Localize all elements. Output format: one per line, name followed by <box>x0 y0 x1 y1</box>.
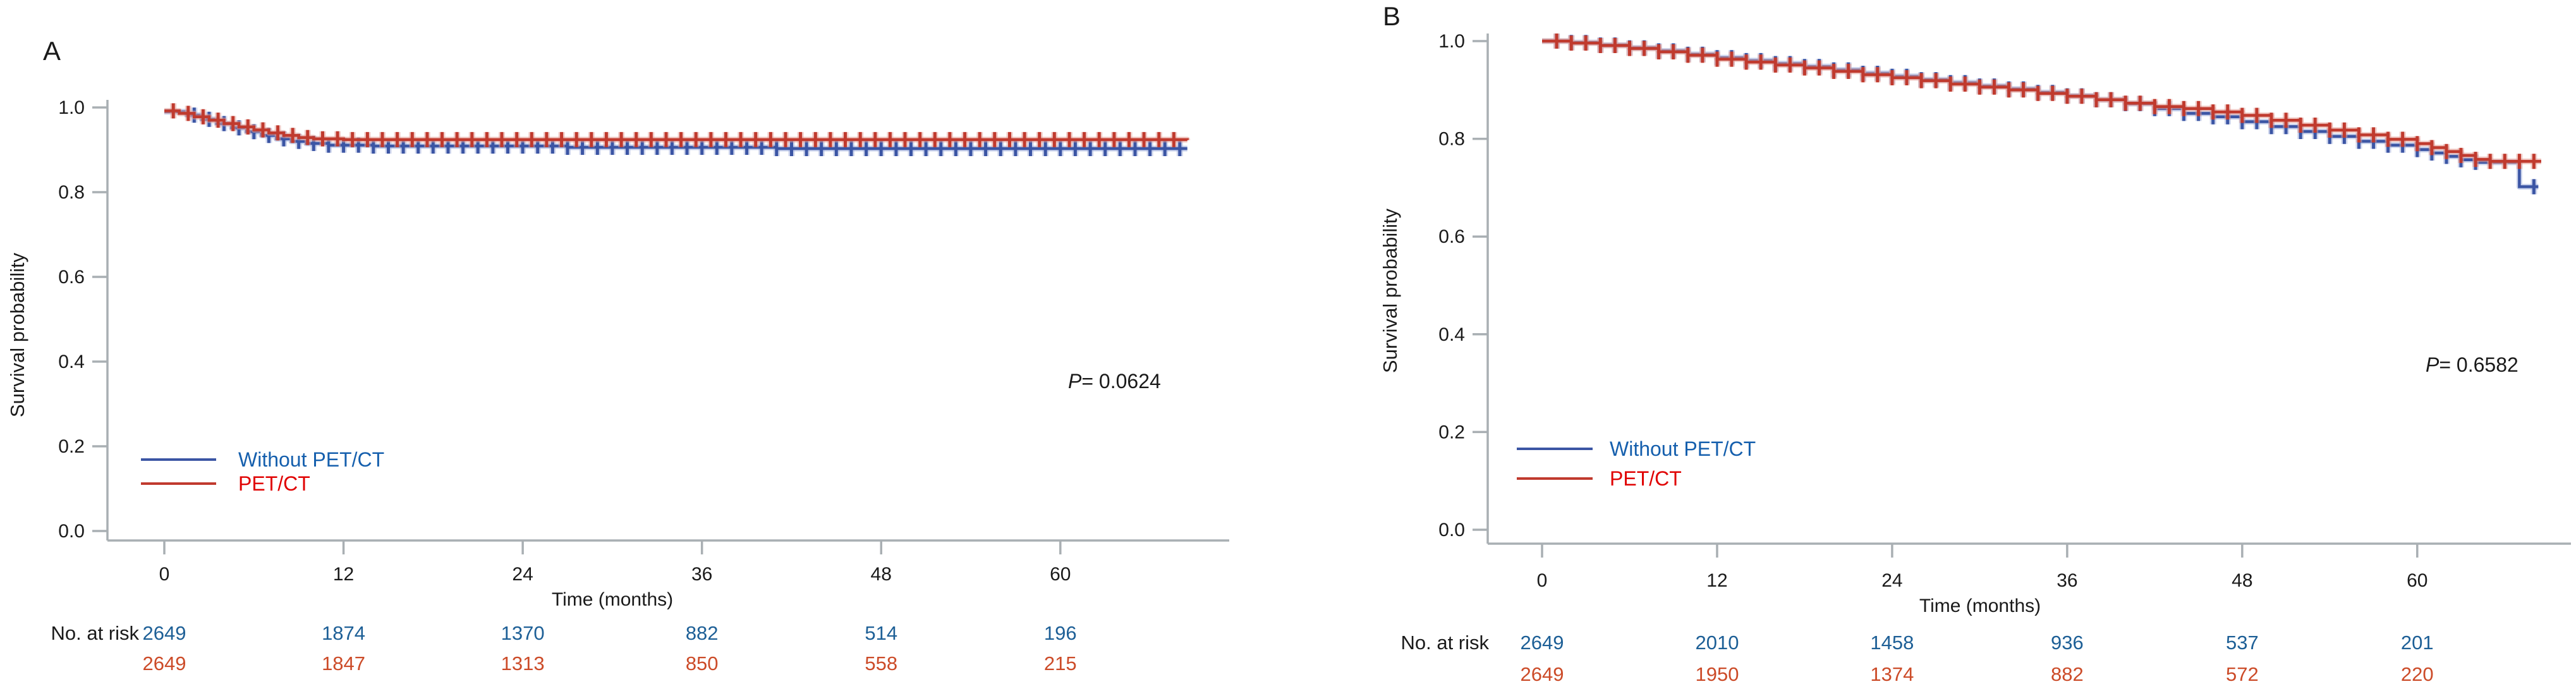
risk-count: 850 <box>686 652 719 675</box>
y-tick-label: 1.0 <box>58 97 85 118</box>
panel-label-b: B <box>1383 1 1400 31</box>
censor-marks-without-petct <box>192 107 1182 156</box>
x-tick-label: 48 <box>871 564 892 585</box>
y-tick-label: 0.0 <box>58 521 85 542</box>
censor-marks-petct <box>171 103 1176 147</box>
risk-count: 2649 <box>1521 663 1564 685</box>
risk-count: 201 <box>2401 632 2434 654</box>
risk-count: 882 <box>2051 663 2084 685</box>
x-tick-label: 36 <box>2057 570 2077 591</box>
risk-count: 2649 <box>1521 632 1564 654</box>
censor-marks-petct <box>1555 34 2536 169</box>
risk-count: 2010 <box>1695 632 1739 654</box>
risk-count: 1313 <box>501 652 545 675</box>
panel-a: A 1.0 0.8 0.6 0.4 0.2 0.0 0 12 24 36 48 60 Survival p… <box>0 0 1288 693</box>
p-value: P= 0.0624 <box>1068 370 1161 393</box>
risk-count: 2649 <box>143 622 186 644</box>
risk-count: 1458 <box>1870 632 1914 654</box>
x-tick-label: 12 <box>1706 570 1727 591</box>
risk-count: 514 <box>865 622 897 644</box>
y-tick-label: 0.0 <box>1438 520 1465 540</box>
risk-count: 196 <box>1044 622 1077 644</box>
x-axis-title: Time (months) <box>1919 595 2041 616</box>
x-tick-label: 24 <box>512 564 533 585</box>
risk-table-label: No. at risk <box>1400 632 1489 654</box>
panel-b-chart: B 1.0 0.8 0.6 0.4 0.2 0.0 0 12 24 36 48 60 Survival p… <box>1379 1 2571 685</box>
x-tick-label: 12 <box>333 564 354 585</box>
panel-label-a: A <box>43 36 61 66</box>
x-tick-label: 48 <box>2232 570 2252 591</box>
risk-row-without-petct: 2649 2010 1458 936 537 201 <box>1521 632 2434 654</box>
x-tick-label: 0 <box>1537 570 1548 591</box>
x-tick-label: 60 <box>2407 570 2427 591</box>
km-curve-without-petct <box>164 110 1188 150</box>
km-curve-halo-petct <box>164 107 1191 143</box>
risk-count: 572 <box>2226 663 2259 685</box>
risk-count: 2649 <box>143 652 186 675</box>
y-tick-label: 0.8 <box>1438 129 1465 150</box>
y-tick-label: 1.0 <box>1438 31 1465 52</box>
risk-count: 1950 <box>1695 663 1739 685</box>
p-value: P= 0.6582 <box>2426 353 2518 376</box>
y-tick-label: 0.4 <box>58 351 85 372</box>
y-tick-label: 0.8 <box>58 182 85 203</box>
risk-count: 936 <box>2051 632 2084 654</box>
y-tick-label: 0.2 <box>1438 422 1465 443</box>
legend-label-petct: PET/CT <box>1610 467 1682 490</box>
x-axis-title: Time (months) <box>552 589 673 610</box>
risk-count: 1374 <box>1870 663 1914 685</box>
panel-b: B 1.0 0.8 0.6 0.4 0.2 0.0 0 12 24 36 48 60 Survival p… <box>1288 0 2576 693</box>
risk-count: 882 <box>686 622 719 644</box>
risk-count: 558 <box>865 652 897 675</box>
y-tick-label: 0.6 <box>58 267 85 288</box>
panel-a-chart: A 1.0 0.8 0.6 0.4 0.2 0.0 0 12 24 36 48 60 Survival p… <box>6 36 1229 675</box>
legend-label-without-petct: Without PET/CT <box>238 448 384 471</box>
x-tick-label: 24 <box>1881 570 1902 591</box>
y-tick-label: 0.6 <box>1438 226 1465 247</box>
risk-row-without-petct: 2649 1874 1370 882 514 196 <box>143 622 1077 644</box>
risk-count: 1874 <box>322 622 365 644</box>
risk-count: 1370 <box>501 622 545 644</box>
y-axis-title: Survival probability <box>1379 208 1401 373</box>
risk-row-petct: 2649 1847 1313 850 558 215 <box>143 652 1077 675</box>
y-axis-title: Survival probability <box>6 252 28 417</box>
risk-count: 1847 <box>322 652 365 675</box>
y-tick-label: 0.2 <box>58 436 85 457</box>
x-tick-label: 36 <box>691 564 712 585</box>
km-curve-halo-without-petct <box>1542 38 2539 190</box>
y-tick-label: 0.4 <box>1438 324 1465 345</box>
legend-label-petct: PET/CT <box>238 472 310 495</box>
risk-count: 220 <box>2401 663 2434 685</box>
x-tick-label: 60 <box>1050 564 1071 585</box>
risk-count: 215 <box>1044 652 1077 675</box>
x-tick-label: 0 <box>159 564 170 585</box>
risk-row-petct: 2649 1950 1374 882 572 220 <box>1521 663 2434 685</box>
legend-label-without-petct: Without PET/CT <box>1610 437 1756 460</box>
km-curve-without-petct <box>1542 39 2539 188</box>
risk-count: 537 <box>2226 632 2259 654</box>
km-curve-petct <box>164 109 1189 142</box>
risk-table-label: No. at risk <box>51 622 139 644</box>
